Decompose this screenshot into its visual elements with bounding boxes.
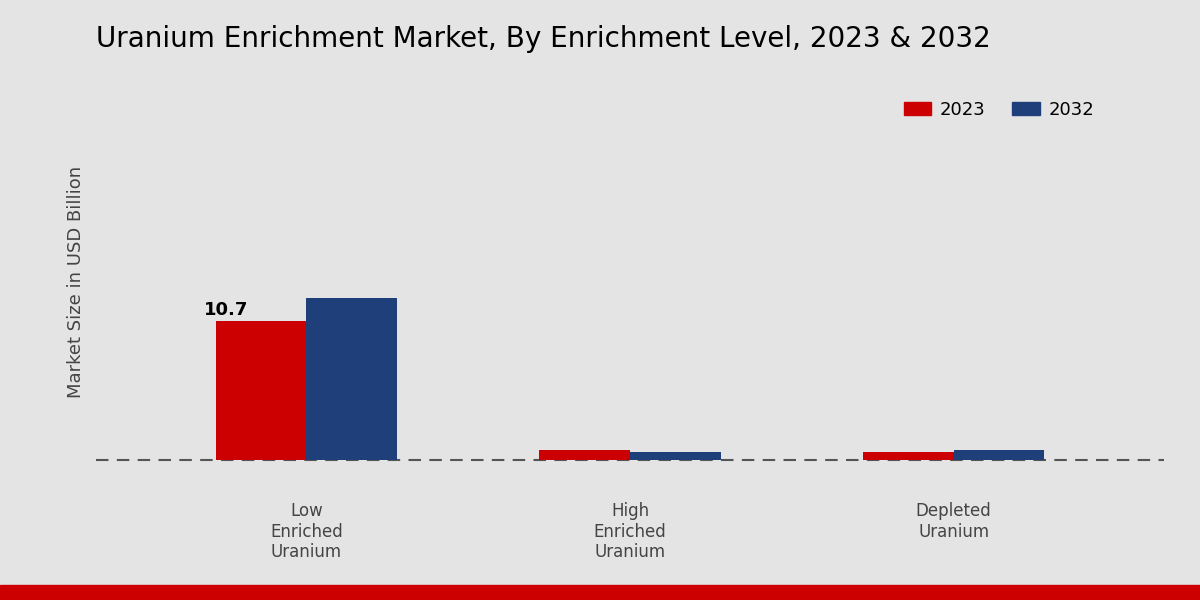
Bar bbox=[216, 322, 306, 460]
Y-axis label: Market Size in USD Billion: Market Size in USD Billion bbox=[67, 166, 85, 398]
Bar bbox=[863, 452, 954, 460]
Bar bbox=[954, 451, 1044, 460]
Bar bbox=[630, 452, 721, 460]
Text: Uranium Enrichment Market, By Enrichment Level, 2023 & 2032: Uranium Enrichment Market, By Enrichment… bbox=[96, 25, 991, 53]
Legend: 2023, 2032: 2023, 2032 bbox=[896, 94, 1102, 126]
Bar bbox=[539, 451, 630, 460]
Text: 10.7: 10.7 bbox=[204, 301, 248, 319]
Bar bbox=[306, 298, 397, 460]
